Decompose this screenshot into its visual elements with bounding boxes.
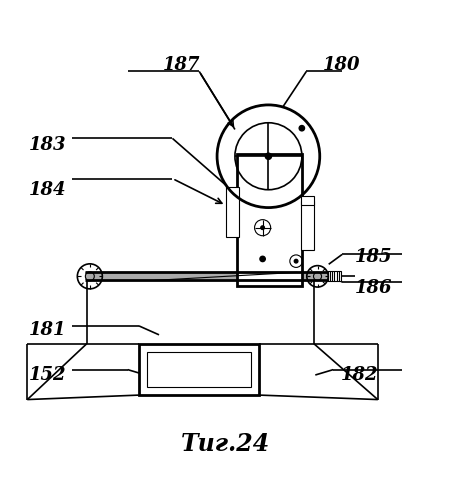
Bar xyxy=(237,154,301,286)
Bar xyxy=(138,344,259,395)
Text: 184: 184 xyxy=(28,180,66,198)
Circle shape xyxy=(260,226,264,230)
Circle shape xyxy=(294,260,297,263)
Text: 185: 185 xyxy=(354,248,391,266)
Text: 183: 183 xyxy=(28,136,66,154)
Text: 180: 180 xyxy=(322,56,360,74)
Bar xyxy=(85,272,332,280)
Bar xyxy=(147,352,251,387)
Bar xyxy=(300,201,314,250)
Text: 186: 186 xyxy=(354,279,391,297)
Text: 181: 181 xyxy=(28,322,66,340)
Circle shape xyxy=(299,126,304,131)
Text: Τиг.24: Τиг.24 xyxy=(181,432,270,456)
Bar xyxy=(300,196,314,205)
Text: 152: 152 xyxy=(28,366,66,384)
Bar xyxy=(327,271,341,281)
Bar xyxy=(226,188,239,236)
Text: 187: 187 xyxy=(162,56,200,74)
Circle shape xyxy=(265,153,271,160)
Circle shape xyxy=(259,256,265,262)
Text: 182: 182 xyxy=(341,366,378,384)
